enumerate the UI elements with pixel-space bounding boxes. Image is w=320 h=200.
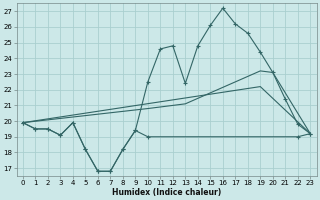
X-axis label: Humidex (Indice chaleur): Humidex (Indice chaleur) [112, 188, 221, 197]
